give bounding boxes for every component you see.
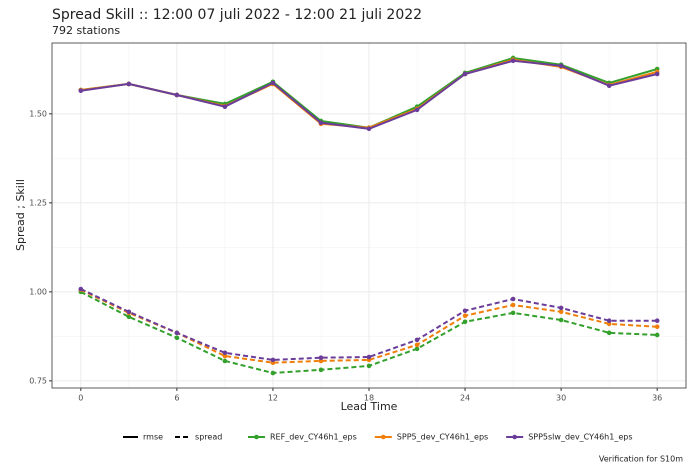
point bbox=[654, 71, 660, 77]
point bbox=[366, 354, 372, 360]
point bbox=[606, 330, 612, 336]
legend-label: SPP5slw_dev_CY46h1_eps bbox=[528, 433, 632, 442]
y-axis-label: Spread ; Skill bbox=[14, 179, 27, 251]
legend-label: SPP5_dev_CY46h1_eps bbox=[397, 433, 488, 442]
point bbox=[654, 324, 660, 330]
point bbox=[558, 317, 564, 323]
x-axis-label: Lead Time bbox=[341, 400, 398, 413]
x-tick-label: 30 bbox=[556, 394, 566, 403]
point bbox=[510, 58, 516, 64]
point bbox=[270, 80, 276, 86]
point bbox=[510, 310, 516, 316]
point bbox=[606, 321, 612, 327]
point bbox=[414, 346, 420, 352]
point bbox=[270, 357, 276, 363]
x-tick-label: 36 bbox=[652, 394, 662, 403]
y-tick-label: 1.25 bbox=[29, 198, 47, 207]
point bbox=[174, 330, 180, 336]
x-tick-label: 12 bbox=[268, 394, 278, 403]
plot-border bbox=[51, 42, 687, 389]
x-tick-label: 0 bbox=[78, 394, 83, 403]
point bbox=[222, 358, 228, 364]
caption: Verification for S10m bbox=[599, 455, 683, 464]
point bbox=[222, 104, 228, 110]
legend-label: REF_dev_CY46h1_eps bbox=[270, 433, 357, 442]
point bbox=[654, 332, 660, 338]
point bbox=[222, 353, 228, 359]
point bbox=[174, 335, 180, 341]
legend-label: rmse bbox=[143, 433, 163, 442]
y-tick-label: 1.00 bbox=[29, 287, 47, 296]
point bbox=[606, 83, 612, 89]
point bbox=[606, 318, 612, 324]
point bbox=[126, 81, 132, 87]
point bbox=[174, 92, 180, 98]
point bbox=[366, 126, 372, 132]
legend-color-dot bbox=[380, 434, 386, 440]
y-tick-label: 1.50 bbox=[29, 109, 47, 118]
point bbox=[318, 358, 324, 364]
point bbox=[366, 363, 372, 369]
point bbox=[558, 309, 564, 315]
point bbox=[414, 342, 420, 348]
chart-title: Spread Skill :: 12:00 07 juli 2022 - 12:… bbox=[52, 7, 422, 23]
x-tick-label: 18 bbox=[364, 394, 374, 403]
point bbox=[558, 305, 564, 311]
y-tick-label: 0.75 bbox=[29, 376, 47, 385]
point bbox=[318, 120, 324, 126]
x-tick-label: 24 bbox=[460, 394, 470, 403]
point bbox=[126, 314, 132, 320]
point bbox=[462, 313, 468, 319]
point bbox=[126, 309, 132, 315]
legend-color-dot bbox=[512, 434, 517, 440]
point bbox=[414, 107, 420, 113]
point bbox=[222, 350, 228, 356]
point bbox=[510, 296, 516, 302]
point bbox=[318, 367, 324, 373]
point bbox=[462, 71, 468, 77]
point bbox=[78, 286, 84, 292]
x-tick-label: 6 bbox=[174, 394, 179, 403]
point bbox=[654, 318, 660, 324]
point bbox=[414, 337, 420, 343]
legend-color-dot bbox=[254, 434, 259, 440]
point bbox=[462, 308, 468, 314]
point bbox=[462, 319, 468, 325]
chart-subtitle: 792 stations bbox=[52, 24, 120, 37]
point bbox=[270, 370, 276, 376]
legend-label: spread bbox=[195, 433, 222, 442]
point bbox=[510, 302, 516, 308]
point bbox=[558, 63, 564, 69]
point bbox=[318, 355, 324, 361]
point bbox=[78, 88, 84, 94]
